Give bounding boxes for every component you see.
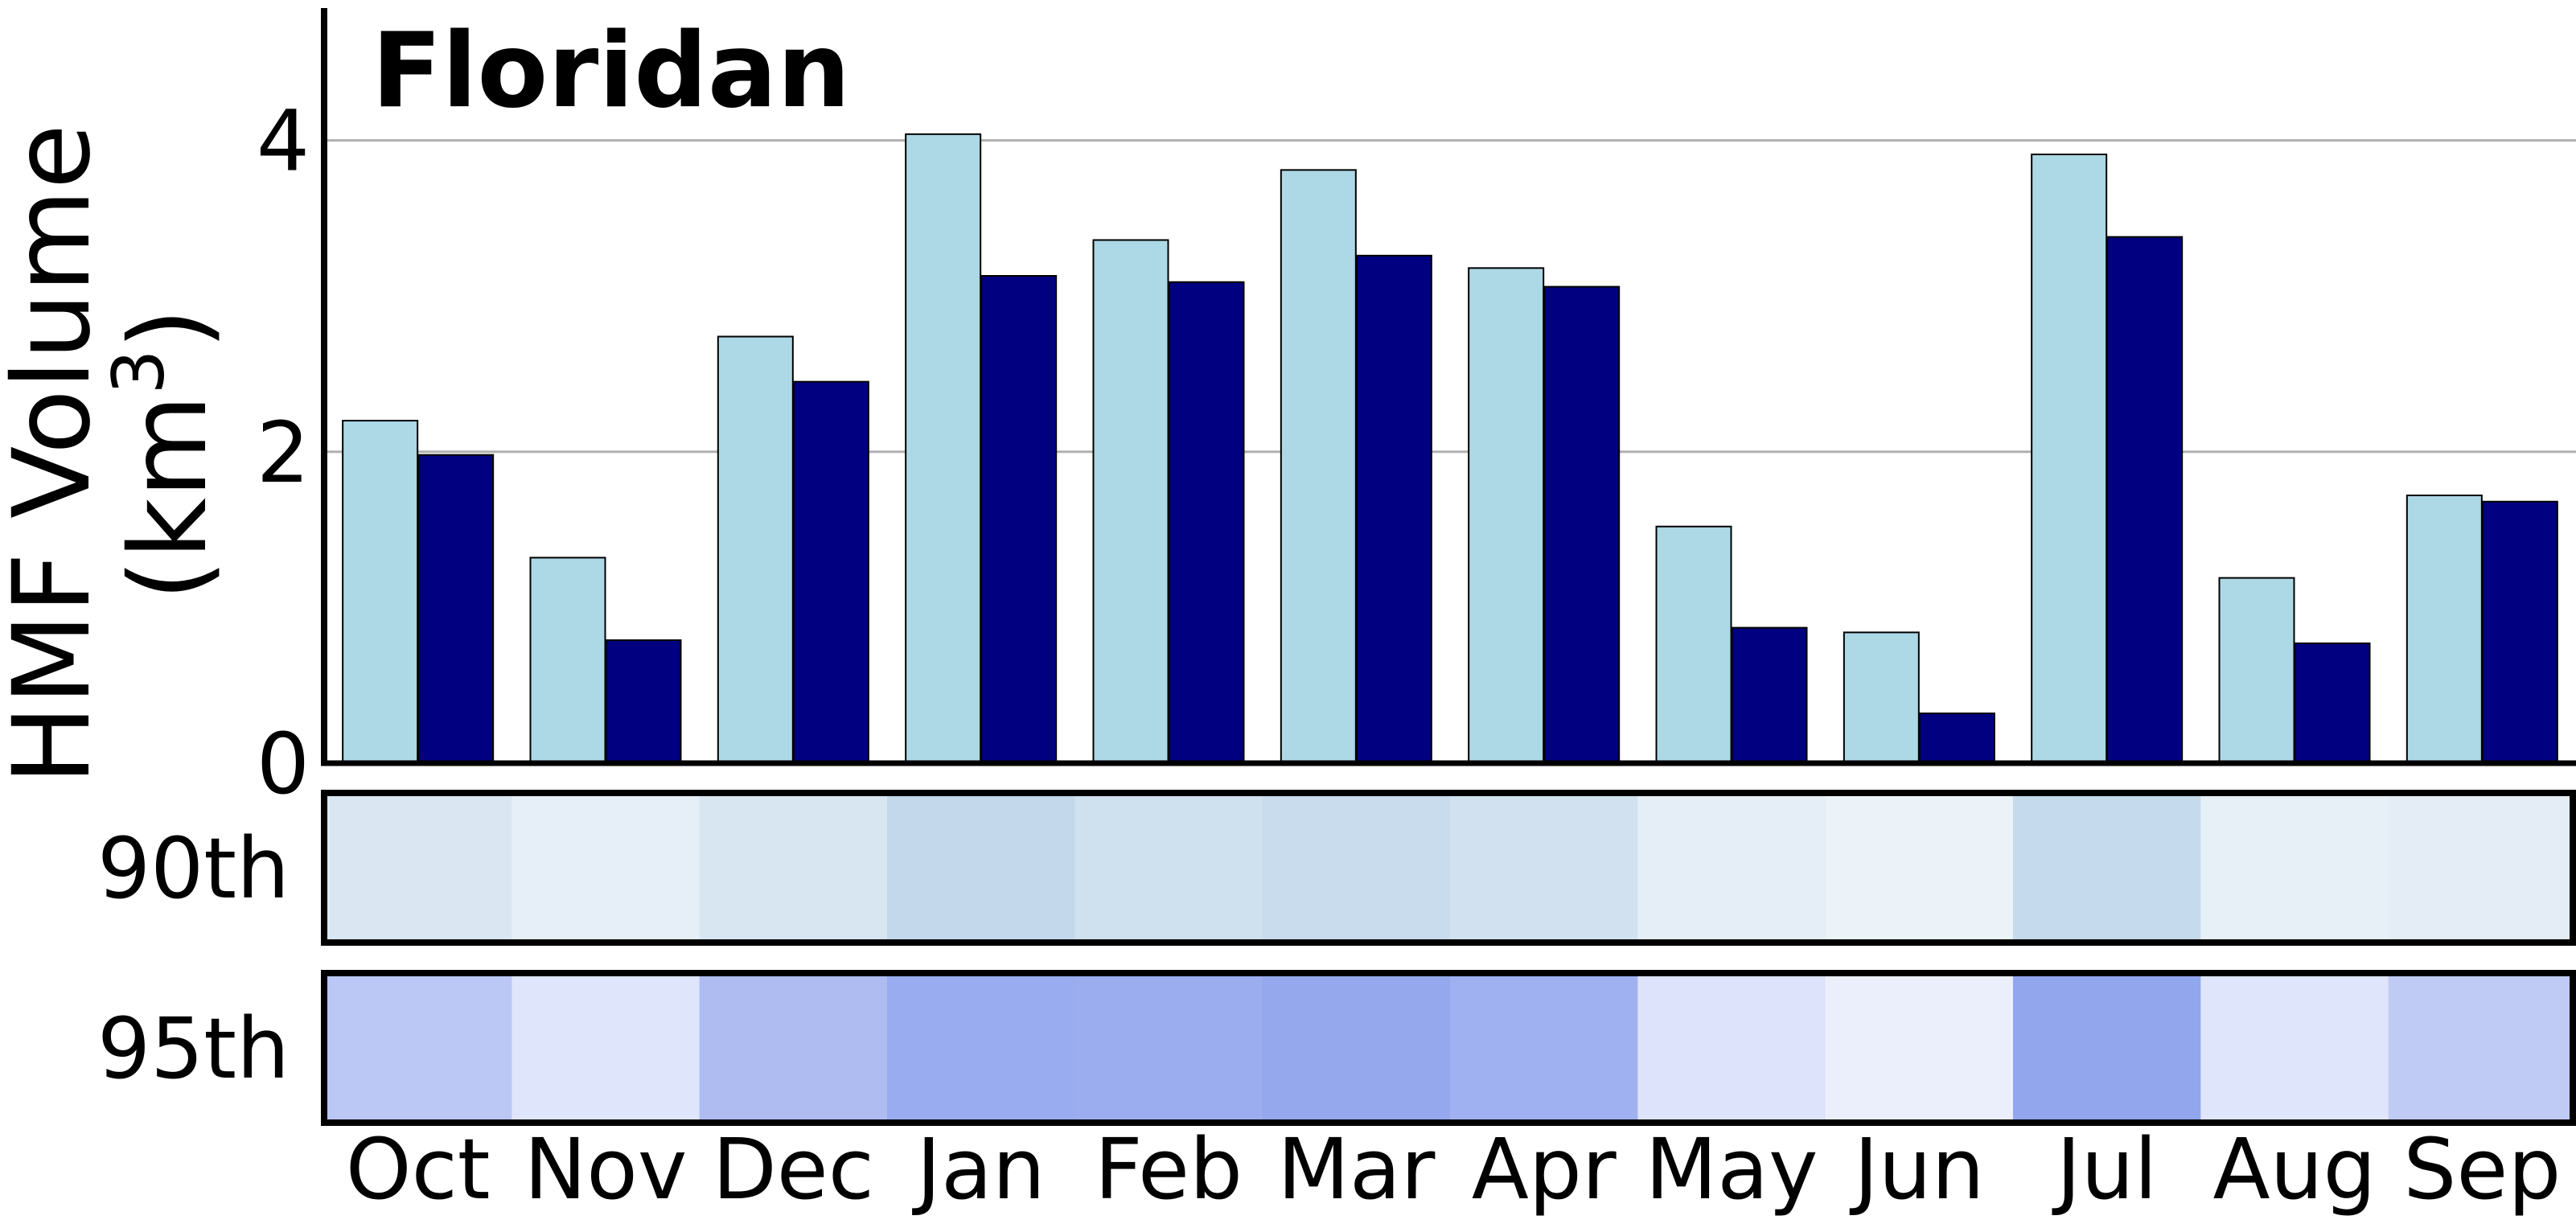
- bar: [1168, 281, 1245, 765]
- heatmap-cell: [512, 973, 700, 1123]
- x-tick-label: Aug: [2212, 1120, 2376, 1218]
- heatmap-cell: [324, 973, 512, 1123]
- y-axis-label-line1: HMF Volume: [0, 124, 114, 785]
- bar: [1731, 626, 1808, 765]
- heatmap-cell: [2200, 973, 2389, 1123]
- y-tick-label: 2: [257, 404, 310, 502]
- x-tick-label: Feb: [1095, 1120, 1243, 1218]
- heatmap-cell: [887, 973, 1075, 1123]
- bar: [980, 275, 1058, 765]
- bar: [2481, 500, 2558, 764]
- bar: [1543, 285, 1621, 764]
- heatmap-cell: [887, 793, 1075, 943]
- y-tick-label: 0: [257, 715, 310, 813]
- y-tick-labels: 0 2 4: [257, 92, 310, 813]
- y-axis-label-line2: (km3): [97, 308, 231, 601]
- x-tick-label: Sep: [2403, 1120, 2561, 1218]
- heatmap-cell: [324, 793, 512, 943]
- bar: [1280, 169, 1357, 764]
- heatmap-frame: [321, 790, 2576, 946]
- heatmap-cell: [2013, 793, 2201, 943]
- bar: [905, 133, 982, 764]
- heatmap-row-label: 95th: [97, 1000, 290, 1098]
- gridlines: [324, 139, 2576, 454]
- heatmap-cell: [1450, 973, 1638, 1123]
- heatmap-cell: [2200, 793, 2389, 943]
- x-tick-label: Apr: [1472, 1120, 1617, 1218]
- heatmap-cell: [2388, 973, 2576, 1123]
- heatmap-cell: [1262, 793, 1451, 943]
- x-tick-label: May: [1645, 1120, 1818, 1218]
- x-tick-label: Jan: [912, 1120, 1046, 1218]
- bar: [1092, 239, 1169, 764]
- bar: [1655, 525, 1732, 764]
- heatmap-cell: [699, 973, 888, 1123]
- heatmap-row-label: 90th: [97, 819, 290, 918]
- heatmap-cell: [699, 793, 888, 943]
- bar: [1355, 254, 1432, 765]
- x-tick-label: Oct: [346, 1120, 491, 1218]
- bar: [2405, 494, 2483, 765]
- y-axis-label: HMF Volume (km3): [0, 124, 231, 785]
- heatmap-cell: [1637, 973, 1826, 1123]
- heatmap-cell: [1074, 973, 1263, 1123]
- heatmap-cell: [1262, 973, 1451, 1123]
- heatmap: [321, 790, 2576, 1126]
- heatmap-row-labels: 90th 95th: [97, 819, 290, 1098]
- bar: [1918, 713, 1995, 764]
- heatmap-cell: [2013, 973, 2201, 1123]
- heatmap-cell: [1450, 793, 1638, 943]
- x-tick-label: Mar: [1277, 1120, 1435, 1218]
- bar: [605, 639, 682, 765]
- y-tick-label: 4: [257, 92, 310, 191]
- x-tick-label: Jul: [2052, 1120, 2157, 1218]
- heatmap-cell: [512, 793, 700, 943]
- bar: [1468, 267, 1545, 765]
- bar: [417, 454, 495, 764]
- bar: [717, 335, 794, 764]
- bar: [792, 380, 869, 764]
- heatmap-cell: [1637, 793, 1826, 943]
- bar: [2106, 236, 2184, 764]
- heatmap-cell: [1825, 973, 2014, 1123]
- x-tick-labels: Oct Nov Dec Jan Feb Mar Apr May Jun Jul Aug Sep: [346, 1120, 2562, 1218]
- chart-title: Floridan: [372, 11, 850, 131]
- x-tick-label: Jun: [1849, 1120, 1985, 1218]
- bar: [529, 557, 606, 765]
- bar: [2031, 153, 2108, 764]
- bar: [1843, 631, 1920, 764]
- x-tick-label: Nov: [524, 1120, 688, 1218]
- bar: [2294, 642, 2371, 764]
- heatmap-cell: [1825, 793, 2014, 943]
- heatmap-cell: [1074, 793, 1263, 943]
- heatmap-frame: [321, 970, 2576, 1126]
- bars: [342, 133, 2558, 765]
- x-tick-label: Dec: [713, 1120, 874, 1218]
- bar: [2218, 577, 2295, 765]
- heatmap-cell: [2388, 793, 2576, 943]
- bar: [342, 420, 419, 764]
